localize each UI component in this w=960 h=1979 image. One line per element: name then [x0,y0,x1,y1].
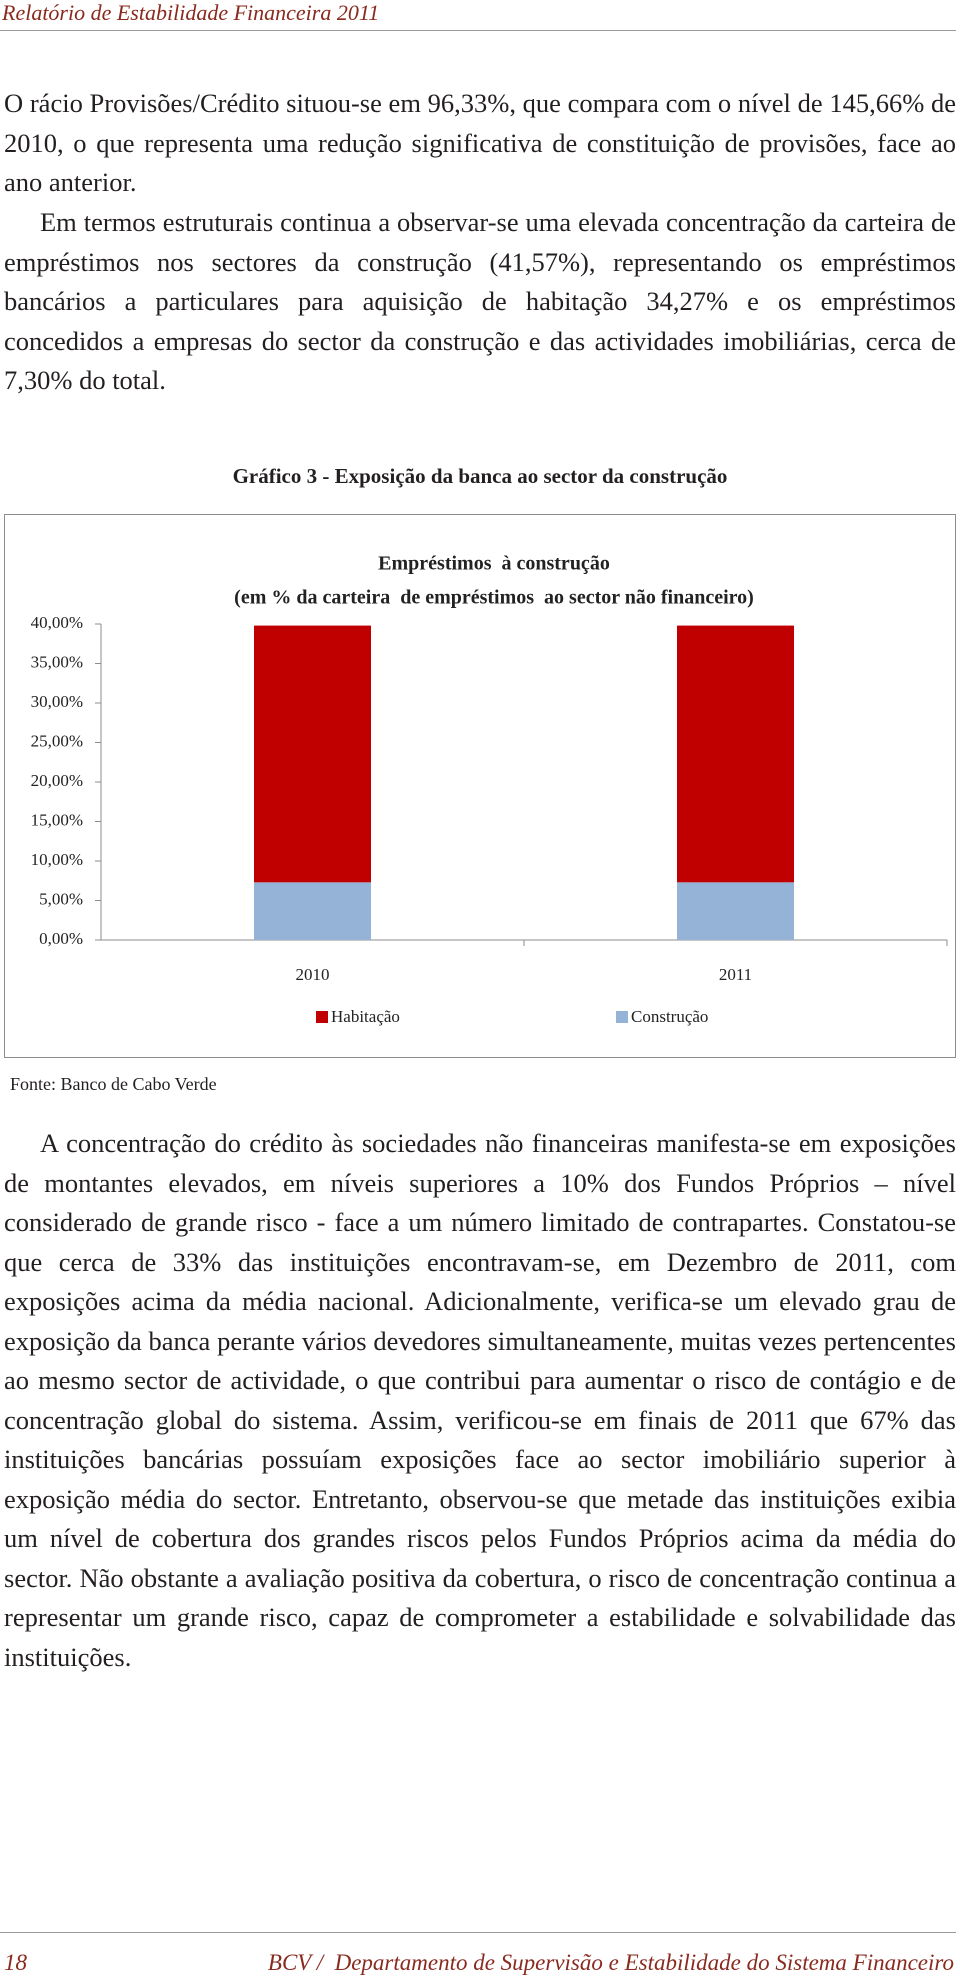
legend-label: Habitação [331,1007,400,1026]
chart-frame [4,514,956,1058]
legend-swatch [616,1011,628,1023]
x-tick-label: 2010 [296,965,330,984]
figure-caption: Gráfico 3 - Exposição da banca ao sector… [232,464,728,488]
y-tick-label: 40,00% [31,613,83,632]
bar-segment [677,625,794,883]
y-tick-label: 25,00% [31,731,83,750]
header-rule [0,30,956,31]
y-tick-label: 15,00% [31,810,83,829]
header-title: Relatório de Estabilidade Financeira 201… [2,0,380,25]
chart-title: Empréstimos à construção [378,553,610,575]
bar-segment [254,882,371,940]
paragraph: Em termos estruturais continua a observa… [4,207,956,395]
page-number: 18 [4,1950,27,1975]
chart-subtitle: (em % da carteira de empréstimos ao sect… [234,587,754,609]
bar-segment [254,625,371,883]
paragraph: A concentração do crédito às sociedades … [4,1128,956,1672]
y-tick-label: 20,00% [31,771,83,790]
footer-rule [0,1932,956,1933]
legend-label: Construção [631,1007,708,1026]
x-tick-label: 2011 [719,965,752,984]
figure-source: Fonte: Banco de Cabo Verde [10,1074,217,1094]
footer-text: BCV / Departamento de Supervisão e Estab… [267,1950,954,1975]
y-tick-label: 0,00% [39,929,83,948]
legend-swatch [316,1011,328,1023]
y-tick-label: 10,00% [31,850,83,869]
y-tick-label: 5,00% [39,889,83,908]
chart: Empréstimos à construção (em % da cartei… [4,514,956,1058]
y-tick-label: 30,00% [31,692,83,711]
bar-segment [677,882,794,940]
y-tick-label: 35,00% [31,652,83,671]
paragraph: O rácio Provisões/Crédito situou-se em 9… [4,88,956,197]
